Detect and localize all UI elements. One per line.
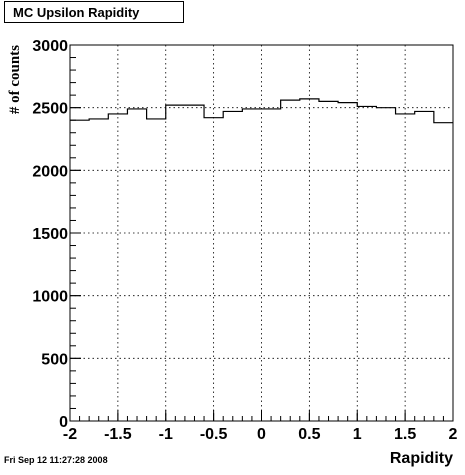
axis-ticks — [69, 44, 454, 422]
x-tick-label: 1.5 — [394, 426, 416, 443]
y-tick-label: 500 — [41, 351, 68, 368]
y-tick-label: 0 — [59, 414, 68, 431]
histogram-bin — [89, 119, 108, 421]
histogram-bin — [434, 123, 453, 421]
y-tick-label: 1500 — [32, 226, 68, 243]
histogram-bin — [300, 99, 319, 421]
x-tick-label: -0.5 — [200, 426, 228, 443]
histogram-bin — [338, 103, 357, 421]
y-tick-label: 2500 — [32, 101, 68, 118]
histogram-bin — [319, 101, 338, 421]
histogram-bin — [127, 109, 146, 421]
x-tick-label: 1 — [353, 426, 362, 443]
chart-title: MC Upsilon Rapidity — [4, 1, 184, 23]
timestamp-label: Fri Sep 12 11:27:28 2008 — [4, 455, 108, 465]
grid — [70, 45, 453, 421]
x-tick-label: -1 — [159, 426, 173, 443]
histogram-bin — [281, 100, 300, 421]
x-tick-label: 2 — [449, 426, 458, 443]
x-tick-label: -1.5 — [104, 426, 132, 443]
x-tick-label: 0.5 — [298, 426, 320, 443]
x-tick-label: 0 — [257, 426, 266, 443]
histogram-bin — [166, 105, 185, 421]
y-tick-label: 1000 — [32, 289, 68, 306]
histogram-bin — [185, 105, 204, 421]
y-tick-label: 2000 — [32, 163, 68, 180]
histogram-bin — [262, 109, 281, 421]
histogram-series-line — [70, 98, 453, 124]
y-tick-label: 3000 — [32, 38, 68, 55]
histogram-bin — [223, 111, 242, 421]
x-tick-labels: -2 -1.5 -1 -0.5 0 0.5 1 1.5 2 — [63, 426, 458, 443]
y-tick-labels: 0 500 1000 1500 2000 2500 3000 — [32, 38, 68, 431]
y-axis-title: # of counts — [7, 45, 23, 114]
histogram-bin — [147, 119, 166, 421]
histogram-bin — [376, 108, 395, 421]
x-tick-label: -2 — [63, 426, 77, 443]
x-axis-title: Rapidity — [390, 450, 453, 467]
histogram-bins — [70, 99, 453, 421]
histogram-bin — [357, 106, 376, 421]
histogram-bin — [415, 111, 434, 421]
histogram-bin — [242, 109, 261, 421]
